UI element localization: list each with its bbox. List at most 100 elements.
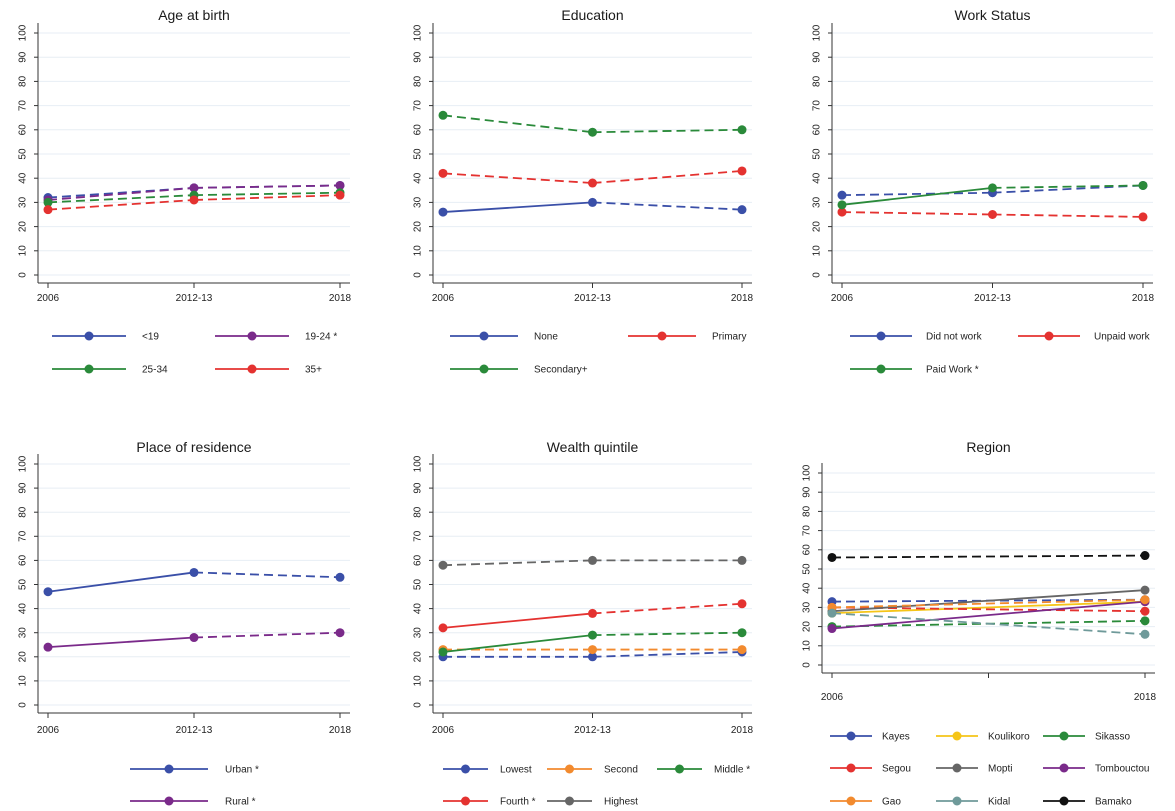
series — [827, 608, 1150, 639]
x-tick-label: 2012-13 — [574, 725, 611, 736]
legend-swatch-marker — [876, 364, 886, 374]
y-tick-label: 60 — [18, 554, 29, 566]
series — [43, 628, 345, 652]
legend-item: Gao — [830, 796, 901, 808]
series-line — [841, 211, 993, 216]
y-tick-label: 20 — [812, 221, 823, 233]
series-line — [831, 600, 1146, 630]
data-point — [438, 560, 448, 570]
legend-item: Segou — [830, 763, 911, 775]
x-tick-label: 2018 — [329, 293, 352, 304]
y-tick-label: 50 — [802, 563, 813, 575]
legend-label: Koulikoro — [988, 732, 1030, 743]
chart-panel: Education 0 10 20 30 40 50 60 70 80 90 100 2006 2012-… — [413, 7, 754, 376]
legend-label: Urban * — [225, 765, 259, 776]
y-tick-label: 90 — [18, 482, 29, 494]
legend-item: Unpaid work — [1018, 331, 1151, 343]
series-line — [592, 128, 743, 134]
series-line — [592, 651, 743, 658]
y-tick-label: 30 — [18, 627, 29, 639]
chart-title: Wealth quintile — [547, 439, 639, 455]
y-tick-label: 20 — [413, 221, 424, 233]
legend-item: Did not work — [850, 331, 983, 343]
y-tick-label: 60 — [413, 124, 424, 136]
series-line — [193, 191, 341, 197]
x-tick-label: 2006 — [831, 293, 854, 304]
x-tick-label: 2018 — [731, 725, 754, 736]
legend-swatch-marker — [247, 331, 257, 341]
y-tick-label: 90 — [413, 51, 424, 63]
data-point — [189, 195, 199, 205]
x-tick-label: 2012-13 — [974, 293, 1011, 304]
series-line — [442, 559, 593, 567]
series-line — [47, 186, 195, 199]
legend-swatch-marker — [1044, 331, 1054, 341]
series-line — [831, 598, 1146, 609]
legend-swatch-marker — [952, 796, 962, 806]
series-line — [592, 201, 743, 211]
chart-title: Work Status — [955, 7, 1031, 23]
legend-item: Primary — [628, 331, 746, 343]
legend-item: Rural * — [130, 796, 256, 808]
data-point — [438, 168, 448, 178]
x-tick-label: 2006 — [37, 293, 60, 304]
chart-panel: Work Status 0 10 20 30 40 50 60 70 80 90 100 2006 201… — [812, 7, 1155, 376]
legend-swatch-marker — [1059, 763, 1069, 773]
y-tick-label: 50 — [413, 579, 424, 591]
legend-label: Rural * — [225, 797, 256, 808]
chart-title: Education — [561, 7, 623, 23]
data-point — [1140, 585, 1150, 595]
series-line — [442, 634, 593, 653]
y-tick-label: 80 — [802, 505, 813, 517]
legend-swatch-marker — [565, 796, 574, 806]
data-point — [988, 183, 997, 193]
series-line — [193, 184, 341, 189]
y-tick-label: 40 — [812, 172, 823, 184]
series-line — [992, 184, 1144, 189]
y-tick-label: 80 — [18, 75, 29, 87]
legend-label: 19-24 * — [305, 332, 337, 343]
y-tick-label: 100 — [413, 455, 424, 472]
legend-swatch-marker — [1059, 731, 1069, 741]
legend-swatch-marker — [675, 764, 684, 774]
legend-label: Paid Work * — [926, 365, 979, 376]
series-line — [47, 194, 195, 204]
legend-label: Lowest — [500, 765, 532, 776]
y-tick-label: 70 — [812, 100, 823, 112]
chart-panel: Age at birth 0 10 20 30 40 50 60 70 80 90 100 2006 20… — [18, 7, 352, 376]
legend-item: 35+ — [215, 364, 322, 376]
legend-item: Kidal — [936, 796, 1010, 808]
legend-label: Did not work — [926, 332, 983, 343]
legend-item: Highest — [547, 796, 638, 808]
chart-title: Place of residence — [136, 439, 251, 455]
data-point — [588, 555, 597, 565]
y-tick-label: 30 — [18, 196, 29, 208]
y-tick-label: 80 — [413, 506, 424, 518]
y-tick-label: 90 — [18, 51, 29, 63]
data-point — [588, 197, 597, 207]
y-tick-label: 30 — [413, 196, 424, 208]
legend-label: 35+ — [305, 365, 322, 376]
y-tick-label: 70 — [18, 530, 29, 542]
data-point — [335, 572, 345, 582]
data-point — [189, 183, 199, 193]
legend-swatch-marker — [846, 763, 856, 773]
series-line — [47, 186, 195, 201]
series — [43, 567, 345, 597]
data-point — [837, 200, 847, 210]
y-tick-label: 50 — [812, 148, 823, 160]
legend-item: Sikasso — [1043, 731, 1130, 743]
legend-swatch-marker — [846, 796, 856, 806]
legend-label: Unpaid work — [1094, 332, 1151, 343]
series — [438, 110, 747, 137]
series — [438, 555, 747, 570]
data-point — [588, 608, 597, 618]
chart-panel: Wealth quintile 0 10 20 30 40 50 60 70 80 90 100 200… — [413, 439, 754, 808]
data-point — [737, 628, 747, 638]
y-tick-label: 0 — [18, 272, 29, 278]
legend-label: Gao — [882, 797, 901, 808]
legend-item: Urban * — [130, 764, 259, 776]
y-tick-label: 60 — [413, 554, 424, 566]
data-point — [335, 628, 345, 638]
series-line — [193, 631, 341, 639]
